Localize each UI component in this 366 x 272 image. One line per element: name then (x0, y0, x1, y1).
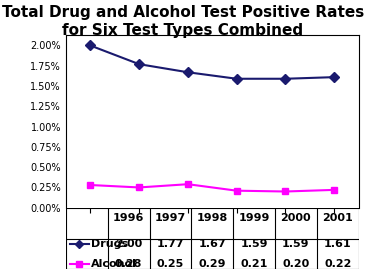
Text: 1999: 1999 (238, 214, 270, 224)
Text: Drugs: Drugs (91, 239, 128, 249)
Text: 0.25: 0.25 (157, 259, 184, 269)
Drugs (235, 77, 239, 81)
Line: Alcohol: Alcohol (87, 181, 338, 195)
Drugs (186, 71, 190, 74)
Text: 1996: 1996 (113, 214, 144, 224)
Alcohol (137, 186, 141, 189)
Text: 2.00: 2.00 (115, 239, 142, 249)
Text: Alcohol: Alcohol (91, 259, 137, 269)
Text: 2001: 2001 (322, 214, 353, 224)
Line: Drugs: Drugs (87, 42, 338, 82)
Drugs (88, 44, 93, 47)
Alcohol (186, 183, 190, 186)
Drugs (283, 77, 288, 81)
Text: 1.61: 1.61 (324, 239, 352, 249)
Text: 1.67: 1.67 (198, 239, 226, 249)
Alcohol (283, 190, 288, 193)
Text: 1.77: 1.77 (157, 239, 184, 249)
Alcohol (235, 189, 239, 192)
Drugs (137, 63, 141, 66)
Text: 0.22: 0.22 (324, 259, 351, 269)
Alcohol (88, 183, 93, 187)
Text: 0.29: 0.29 (198, 259, 226, 269)
Text: 0.20: 0.20 (282, 259, 310, 269)
Text: 1.59: 1.59 (282, 239, 310, 249)
Text: 1.59: 1.59 (240, 239, 268, 249)
Text: 1998: 1998 (197, 214, 228, 224)
Text: 0.21: 0.21 (240, 259, 268, 269)
Alcohol (332, 188, 336, 191)
Text: 0.28: 0.28 (115, 259, 142, 269)
Text: Total Drug and Alcohol Test Positive Rates
for Six Test Types Combined: Total Drug and Alcohol Test Positive Rat… (2, 5, 364, 38)
Text: 1997: 1997 (155, 214, 186, 224)
Drugs (332, 76, 336, 79)
Text: 2000: 2000 (281, 214, 311, 224)
